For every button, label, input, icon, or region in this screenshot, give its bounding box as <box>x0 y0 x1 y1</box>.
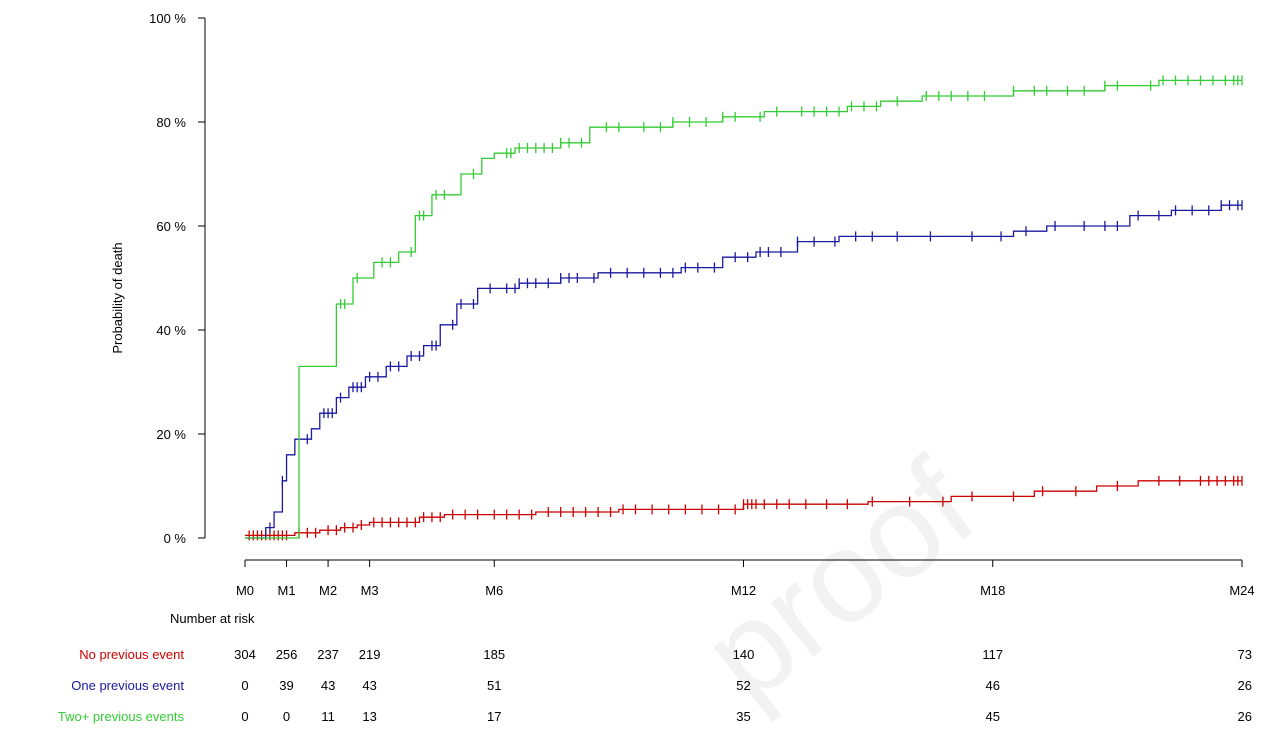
y-tick-label: 60 % <box>156 219 186 234</box>
risk-count: 219 <box>359 647 381 662</box>
series-2 <box>245 200 1243 539</box>
risk-count: 43 <box>321 678 335 693</box>
x-tick-label: M3 <box>361 583 379 598</box>
risk-count: 185 <box>483 647 505 662</box>
y-tick-label: 100 % <box>149 11 186 26</box>
risk-table: Number at risk No previous event 304 256 237… <box>58 611 1252 724</box>
series-layer <box>245 75 1243 541</box>
risk-count: 26 <box>1238 678 1252 693</box>
risk-count: 73 <box>1238 647 1252 662</box>
x-axis: M0 M1 M2 M3 M6 M12 M18 M24 <box>236 559 1255 598</box>
y-tick-label: 20 % <box>156 427 186 442</box>
risk-count: 46 <box>986 678 1000 693</box>
risk-count: 0 <box>283 709 290 724</box>
risk-count: 17 <box>487 709 501 724</box>
risk-row-label: No previous event <box>79 647 184 662</box>
risk-count: 39 <box>279 678 293 693</box>
risk-count: 140 <box>733 647 755 662</box>
x-tick-label: M6 <box>485 583 503 598</box>
risk-row-label: One previous event <box>71 678 184 693</box>
x-tick-label: M1 <box>278 583 296 598</box>
risk-count: 304 <box>234 647 256 662</box>
risk-count: 43 <box>362 678 376 693</box>
y-tick-label: 80 % <box>156 115 186 130</box>
x-tick-label: M18 <box>980 583 1005 598</box>
risk-count: 0 <box>241 709 248 724</box>
risk-count: 0 <box>241 678 248 693</box>
risk-count: 256 <box>276 647 298 662</box>
series-3 <box>245 75 1243 539</box>
risk-row-label: Two+ previous events <box>58 709 185 724</box>
risk-count: 51 <box>487 678 501 693</box>
risk-count: 11 <box>321 709 335 724</box>
risk-count: 26 <box>1238 709 1252 724</box>
risk-count: 35 <box>736 709 750 724</box>
series-2-line <box>245 204 1242 539</box>
risk-table-title: Number at risk <box>170 611 255 626</box>
series-3-line <box>245 79 1242 539</box>
x-tick-label: M12 <box>731 583 756 598</box>
risk-count: 52 <box>736 678 750 693</box>
x-tick-label: M24 <box>1229 583 1254 598</box>
risk-count: 45 <box>986 709 1000 724</box>
risk-count: 13 <box>362 709 376 724</box>
series-1 <box>245 475 1243 541</box>
x-tick-label: M0 <box>236 583 254 598</box>
y-tick-label: 0 % <box>164 531 187 546</box>
y-tick-label: 40 % <box>156 323 186 338</box>
x-tick-label: M2 <box>319 583 337 598</box>
series-1-line <box>245 480 1242 537</box>
y-axis: 0 % 20 % 40 % 60 % 80 % 100 % Probability of d… <box>110 11 206 546</box>
y-axis-title: Probability of death <box>110 242 125 353</box>
risk-count: 117 <box>982 647 1003 662</box>
risk-count: 237 <box>317 647 339 662</box>
